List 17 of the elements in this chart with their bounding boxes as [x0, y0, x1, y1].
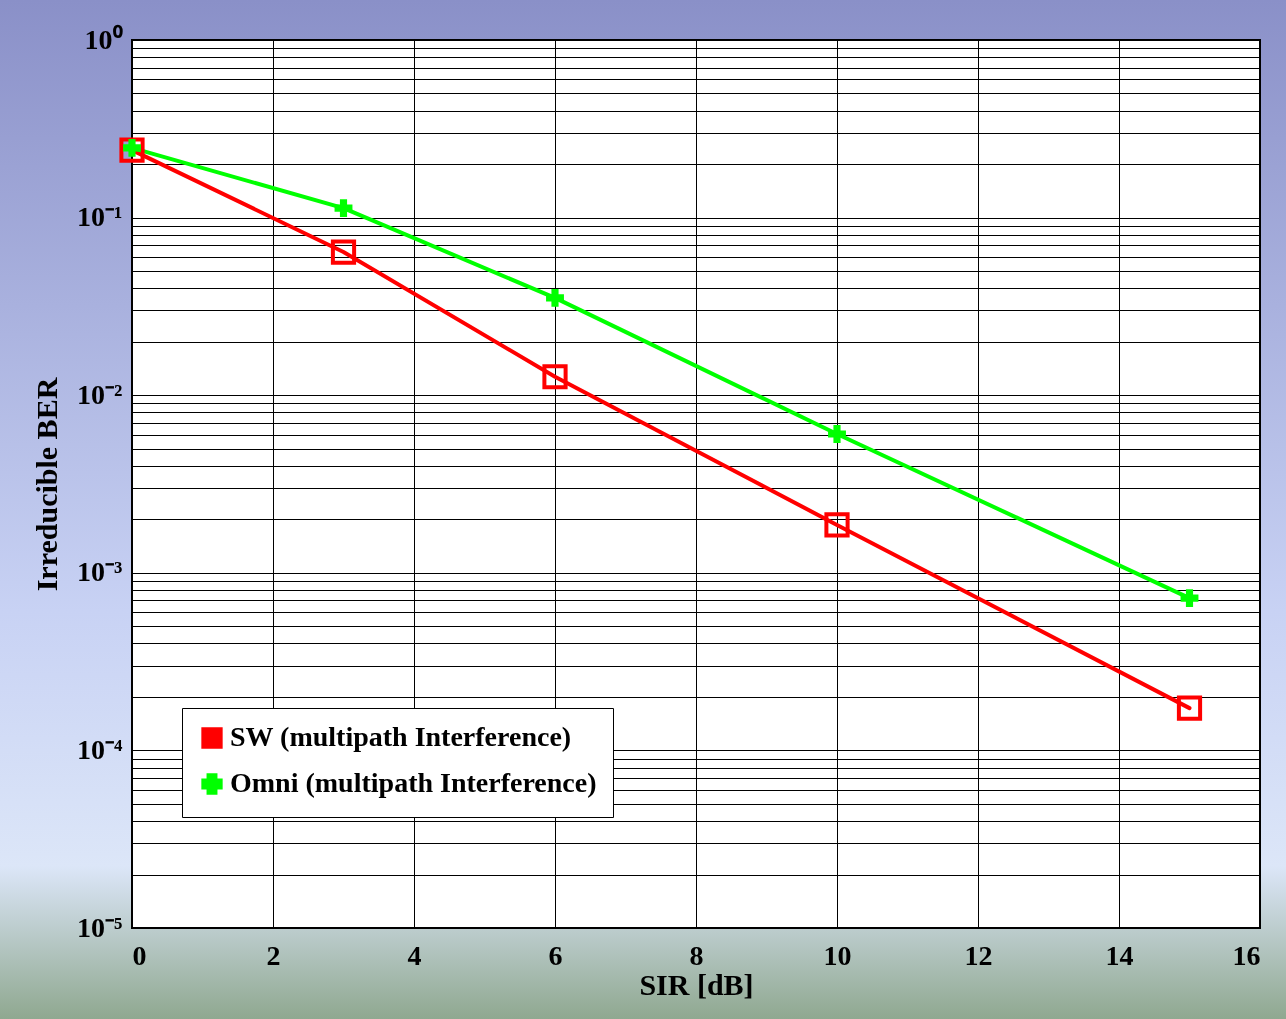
y-tick-label: 10⁻² — [77, 378, 123, 410]
legend-label: SW (multipath Interference) — [230, 721, 572, 752]
y-tick-label: 10⁻¹ — [77, 201, 123, 233]
legend-label: Omni (multipath Interference) — [230, 767, 597, 798]
x-tick-label: 6 — [548, 939, 563, 971]
y-tick-label: 10⁰ — [84, 23, 123, 55]
y-tick-label: 10⁻⁵ — [77, 911, 123, 943]
x-tick-label: 12 — [964, 939, 993, 971]
y-axis-title: Irreducible BER — [30, 377, 64, 592]
y-tick-label: 10⁻⁴ — [77, 733, 124, 765]
x-tick-label: 0 — [132, 939, 147, 971]
x-tick-label: 2 — [266, 939, 281, 971]
x-tick-label: 4 — [407, 939, 422, 971]
x-tick-label: 10 — [823, 939, 852, 971]
y-tick-label: 10⁻³ — [77, 556, 123, 588]
x-tick-label: 14 — [1105, 939, 1134, 971]
x-tick-label: 16 — [1232, 939, 1261, 971]
